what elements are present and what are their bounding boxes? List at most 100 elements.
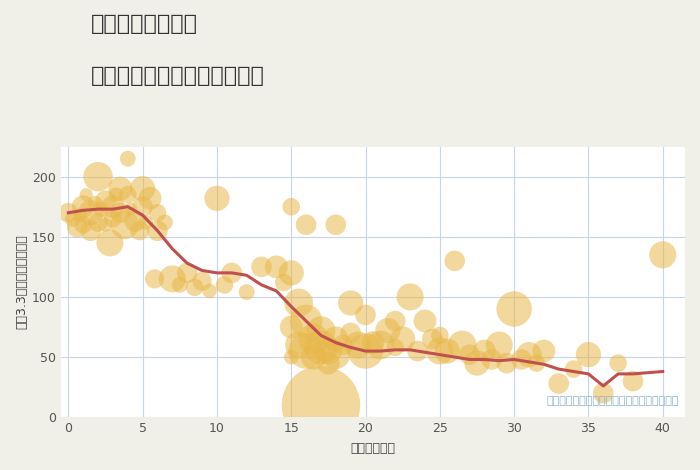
Point — [181, 269, 193, 277]
Point — [315, 401, 326, 409]
Point — [241, 289, 252, 296]
Point — [286, 269, 297, 277]
Point — [323, 360, 334, 367]
Point — [382, 327, 393, 334]
Text: 円の大きさは、取引のあった物件面積を示す: 円の大きさは、取引のあった物件面積を示す — [546, 396, 679, 407]
Point — [330, 335, 342, 343]
Point — [374, 341, 386, 349]
Point — [95, 205, 106, 213]
Point — [516, 356, 527, 363]
Point — [122, 191, 134, 198]
Point — [152, 227, 163, 235]
Point — [286, 353, 297, 361]
Point — [471, 360, 482, 367]
Point — [538, 347, 550, 355]
Point — [315, 344, 326, 351]
Y-axis label: 坪（3.3㎡）単価（万円）: 坪（3.3㎡）単価（万円） — [15, 235, 28, 329]
Point — [75, 212, 86, 219]
Point — [130, 218, 141, 225]
Point — [197, 278, 208, 285]
Point — [360, 311, 371, 319]
Point — [368, 339, 379, 346]
Point — [627, 377, 638, 385]
Point — [160, 219, 171, 226]
Point — [140, 219, 151, 226]
Point — [119, 221, 130, 228]
Point — [300, 317, 312, 325]
Point — [78, 203, 89, 211]
Text: 築年数別中古マンション価格: 築年数別中古マンション価格 — [91, 66, 265, 86]
Point — [125, 205, 136, 213]
Point — [219, 281, 230, 289]
Point — [464, 351, 475, 359]
Point — [397, 335, 408, 343]
Text: 奈良県近鉄奈良駅: 奈良県近鉄奈良駅 — [91, 14, 198, 34]
Point — [583, 351, 594, 359]
X-axis label: 築年数（年）: 築年数（年） — [351, 442, 395, 455]
Point — [100, 221, 111, 228]
Point — [104, 239, 116, 247]
Point — [308, 335, 319, 343]
Point — [85, 227, 96, 235]
Point — [657, 251, 668, 258]
Point — [144, 195, 155, 202]
Point — [90, 199, 101, 207]
Point — [337, 341, 349, 349]
Point — [494, 341, 505, 349]
Point — [568, 365, 579, 373]
Point — [405, 293, 416, 301]
Point — [508, 305, 519, 313]
Point — [390, 317, 401, 325]
Point — [63, 209, 74, 217]
Point — [67, 215, 78, 222]
Point — [553, 380, 564, 387]
Point — [434, 332, 445, 339]
Point — [449, 257, 461, 265]
Point — [78, 221, 89, 228]
Point — [434, 347, 445, 355]
Point — [107, 215, 118, 222]
Point — [427, 335, 438, 343]
Point — [211, 195, 223, 202]
Point — [300, 347, 312, 355]
Point — [107, 203, 118, 211]
Point — [152, 209, 163, 217]
Point — [390, 344, 401, 351]
Point — [612, 360, 624, 367]
Point — [293, 341, 304, 349]
Point — [256, 263, 267, 271]
Point — [479, 347, 490, 355]
Point — [442, 347, 453, 355]
Point — [598, 389, 609, 397]
Point — [115, 185, 126, 192]
Point — [353, 341, 364, 349]
Point — [71, 223, 83, 231]
Point — [122, 155, 134, 163]
Point — [271, 263, 282, 271]
Point — [189, 283, 200, 291]
Point — [412, 347, 423, 355]
Point — [531, 360, 542, 367]
Point — [345, 299, 356, 307]
Point — [115, 209, 126, 217]
Point — [137, 185, 148, 192]
Point — [149, 275, 160, 282]
Point — [286, 203, 297, 211]
Point — [524, 351, 535, 359]
Point — [92, 173, 104, 180]
Point — [486, 356, 498, 363]
Point — [293, 299, 304, 307]
Point — [286, 323, 297, 331]
Point — [174, 281, 186, 289]
Point — [111, 191, 122, 198]
Point — [300, 221, 312, 228]
Point — [80, 191, 92, 198]
Point — [315, 327, 326, 334]
Point — [345, 329, 356, 337]
Point — [501, 360, 512, 367]
Point — [137, 203, 148, 211]
Point — [308, 353, 319, 361]
Point — [92, 219, 104, 226]
Point — [204, 287, 215, 295]
Point — [323, 347, 334, 355]
